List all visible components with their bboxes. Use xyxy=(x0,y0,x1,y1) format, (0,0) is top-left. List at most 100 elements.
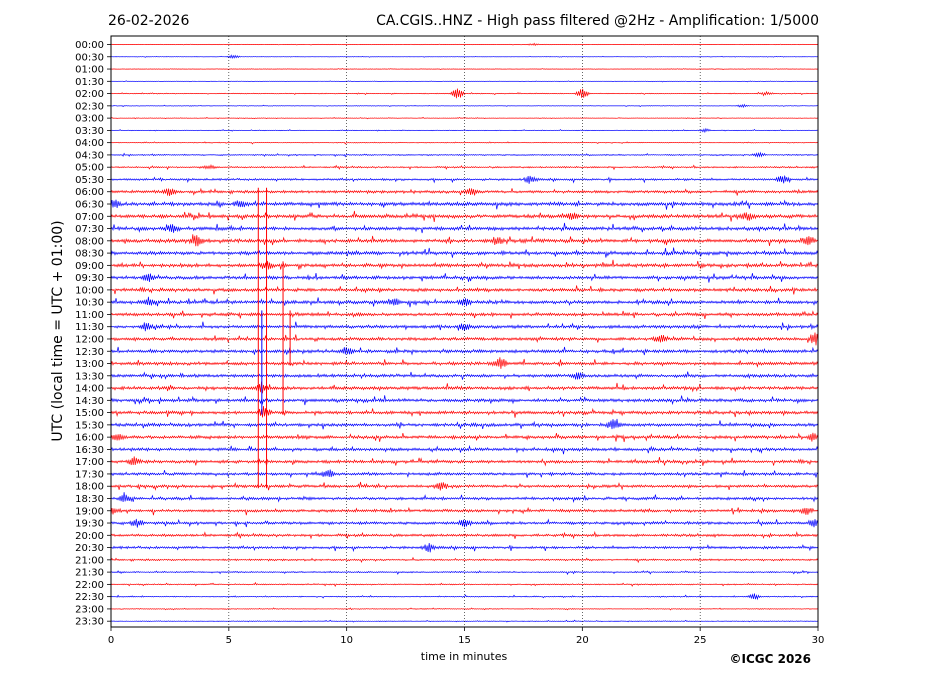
y-tick-label: 14:30 xyxy=(75,396,104,407)
trace-1900 xyxy=(110,506,819,516)
y-tick-label: 08:30 xyxy=(75,249,104,260)
trace-2230 xyxy=(110,593,819,601)
y-tick-label: 00:00 xyxy=(75,40,104,51)
y-tick-label: 11:00 xyxy=(75,310,104,321)
x-tick-label: 25 xyxy=(694,635,707,646)
y-tick-label: 21:00 xyxy=(75,555,104,566)
trace-2130 xyxy=(110,569,819,576)
y-tick-label: 22:00 xyxy=(75,580,104,591)
y-tick-label: 22:30 xyxy=(75,592,104,603)
y-tick-label: 15:00 xyxy=(75,408,104,419)
y-tick-label: 23:30 xyxy=(75,617,104,628)
trace-1100 xyxy=(110,310,819,319)
trace-1300 xyxy=(110,357,819,369)
plot-frame xyxy=(110,35,819,628)
chart-date: 26-02-2026 xyxy=(108,13,189,29)
trace-0100 xyxy=(110,68,819,71)
trace-0700 xyxy=(110,210,819,222)
y-tick-label: 00:30 xyxy=(75,52,104,63)
y-tick-label: 12:00 xyxy=(75,334,104,345)
y-tick-label: 07:00 xyxy=(75,212,104,223)
y-tick-label: 13:00 xyxy=(75,359,104,370)
y-tick-label: 19:00 xyxy=(75,506,104,517)
y-tick-label: 06:30 xyxy=(75,200,104,211)
y-tick-label: 04:30 xyxy=(75,150,104,161)
x-tick-label: 0 xyxy=(108,635,114,646)
y-tick-label: 15:30 xyxy=(75,420,104,431)
trace-1930 xyxy=(110,518,819,528)
y-tick-label: 03:00 xyxy=(75,114,104,125)
y-tick-label: 20:30 xyxy=(75,543,104,554)
y-tick-label: 07:30 xyxy=(75,224,104,235)
y-tick-label: 20:00 xyxy=(75,531,104,542)
y-tick-label: 21:30 xyxy=(75,568,104,579)
trace-0300 xyxy=(110,116,819,120)
y-tick-label: 09:30 xyxy=(75,273,104,284)
trace-1230 xyxy=(110,346,819,356)
y-axis-label: UTC (local time = UTC + 01:00) xyxy=(50,220,66,441)
trace-1800 xyxy=(110,481,819,491)
y-tick-label: 18:00 xyxy=(75,482,104,493)
trace-0630 xyxy=(110,199,819,210)
y-tick-label: 13:30 xyxy=(75,371,104,382)
trace-0900 xyxy=(110,259,819,271)
y-tick-label: 10:00 xyxy=(75,285,104,296)
y-tick-label: 01:00 xyxy=(75,65,104,76)
y-tick-label: 02:30 xyxy=(75,101,104,112)
y-tick-label: 19:30 xyxy=(75,519,104,530)
trace-1530 xyxy=(110,418,819,430)
x-tick-label: 15 xyxy=(458,635,471,646)
trace-1030 xyxy=(110,296,819,308)
y-tick-label: 01:30 xyxy=(75,77,104,88)
trace-1130 xyxy=(110,321,819,332)
trace-group xyxy=(110,42,819,623)
trace-2300 xyxy=(110,607,819,611)
trace-1830 xyxy=(110,492,819,503)
y-tick-label: 16:30 xyxy=(75,445,104,456)
y-tick-label: 10:30 xyxy=(75,298,104,309)
y-tick-label: 09:00 xyxy=(75,261,104,272)
trace-2030 xyxy=(110,542,819,553)
y-tick-label: 11:30 xyxy=(75,322,104,333)
trace-0930 xyxy=(110,273,819,283)
copyright-label: ©ICGC 2026 xyxy=(729,652,811,666)
trace-2200 xyxy=(110,581,819,588)
x-axis-label: time in minutes xyxy=(421,650,508,663)
trace-0600 xyxy=(110,187,819,197)
y-tick-label: 05:30 xyxy=(75,175,104,186)
y-tick-label: 16:00 xyxy=(75,433,104,444)
y-tick-label: 06:00 xyxy=(75,187,104,198)
trace-0430 xyxy=(110,151,819,158)
trace-1000 xyxy=(110,285,819,295)
trace-1700 xyxy=(110,456,819,467)
x-axis: 0 5 10 15 20 25 30 xyxy=(108,627,825,646)
x-tick-label: 5 xyxy=(226,635,232,646)
trace-0030 xyxy=(110,54,819,59)
y-tick-label: 12:30 xyxy=(75,347,104,358)
x-tick-label: 10 xyxy=(340,635,353,646)
y-tick-label: 14:00 xyxy=(75,384,104,395)
y-tick-label: 05:00 xyxy=(75,163,104,174)
x-tick-label: 20 xyxy=(576,635,589,646)
x-tick-label: 30 xyxy=(812,635,825,646)
trace-0330 xyxy=(110,127,819,134)
trace-0400 xyxy=(110,141,819,145)
trace-2000 xyxy=(110,530,819,540)
y-tick-label: 23:00 xyxy=(75,604,104,615)
trace-1200 xyxy=(110,332,819,346)
trace-0000 xyxy=(110,42,819,47)
trace-1730 xyxy=(110,469,819,479)
trace-1600 xyxy=(110,432,819,443)
trace-0730 xyxy=(110,222,819,234)
trace-0530 xyxy=(110,175,819,184)
vertical-grid xyxy=(228,36,701,627)
y-tick-label: 17:00 xyxy=(75,457,104,468)
y-tick-label: 02:00 xyxy=(75,89,104,100)
y-tick-label: 03:30 xyxy=(75,126,104,137)
y-tick-label: 08:00 xyxy=(75,236,104,247)
trace-1630 xyxy=(110,444,819,455)
y-tick-label: 04:00 xyxy=(75,138,104,149)
y-tick-label: 18:30 xyxy=(75,494,104,505)
